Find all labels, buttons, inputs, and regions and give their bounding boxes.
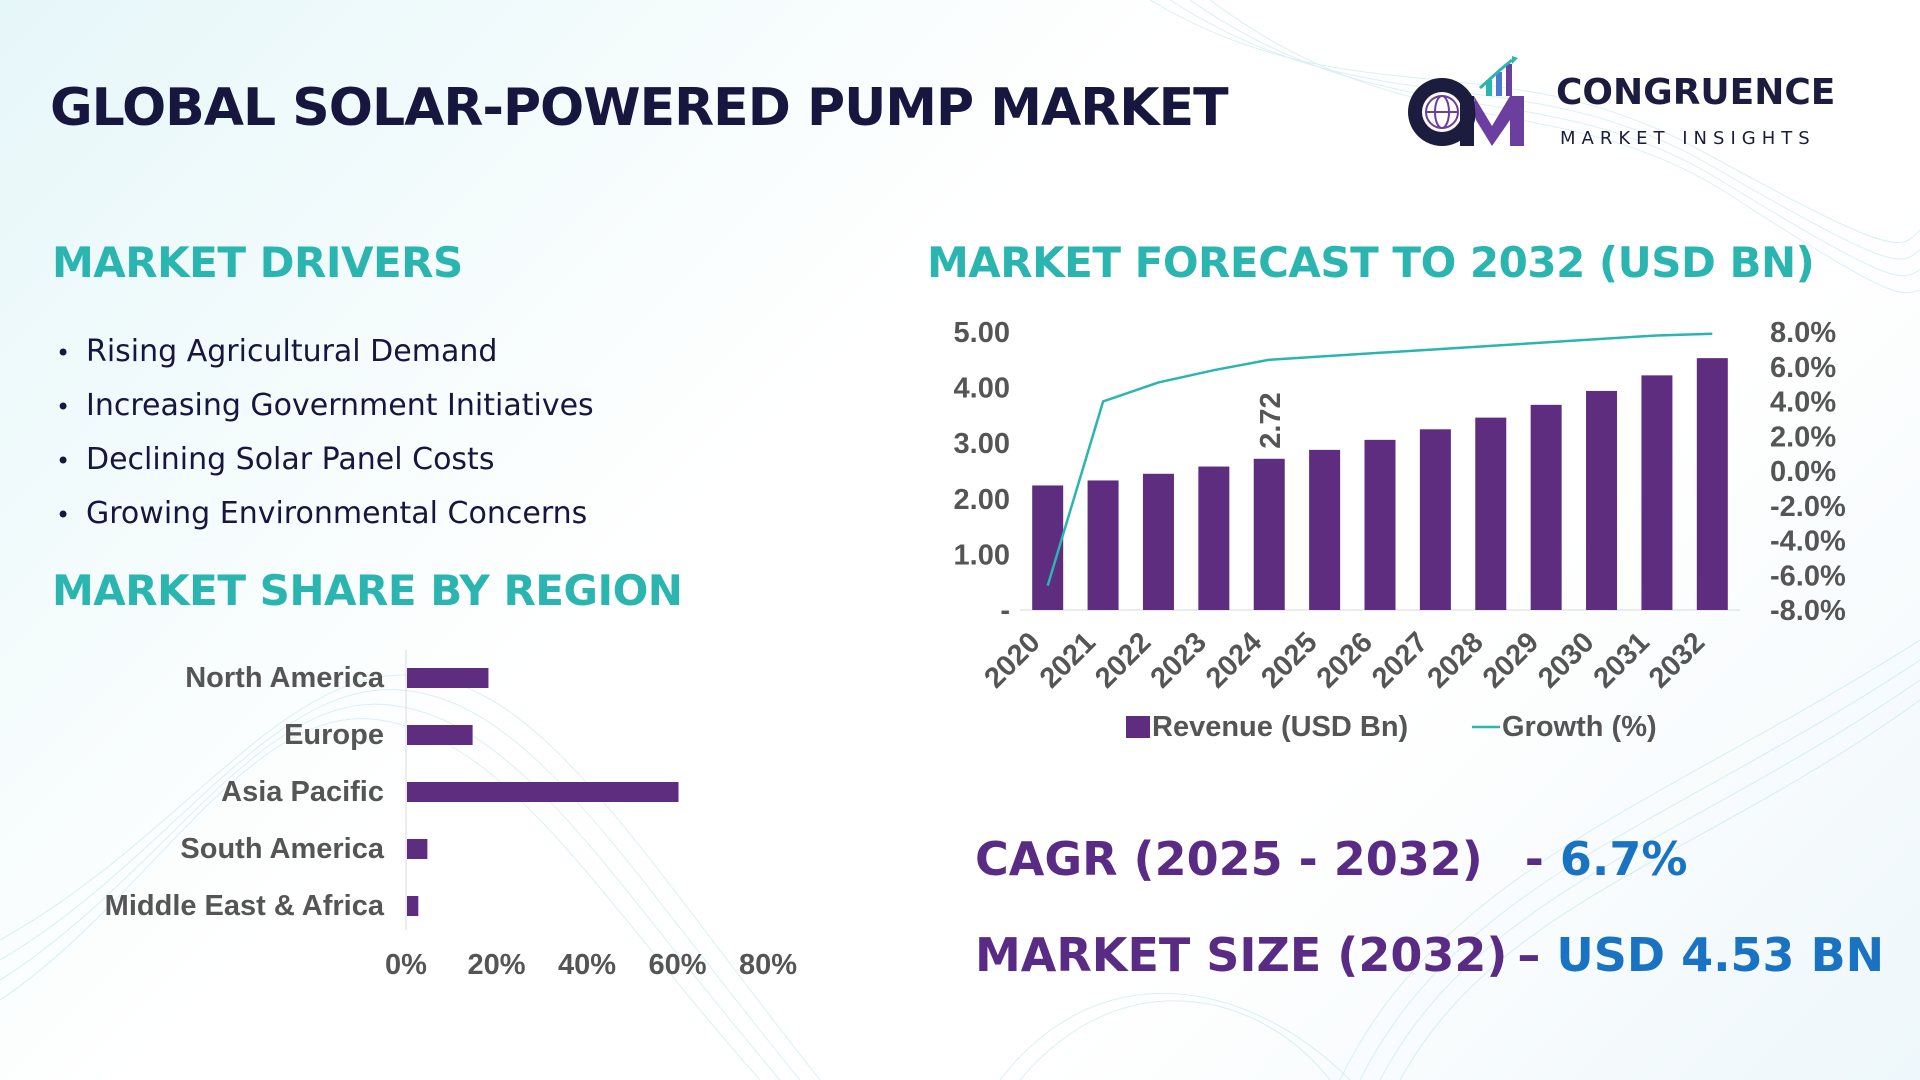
- revenue-bar: [1530, 404, 1562, 610]
- forecast-y-right-tick: 8.0%: [1770, 317, 1836, 349]
- revenue-bar: [1087, 480, 1119, 610]
- region-share-chart: North America Europe Asia Pacific South Ame…: [105, 650, 797, 981]
- growth-line: [1046, 332, 1713, 587]
- revenue-bar: [1586, 390, 1618, 610]
- forecast-y-right-tick: -4.0%: [1770, 526, 1846, 558]
- forecast-x-tick: 2026: [1311, 626, 1379, 694]
- forecast-x-tick: 2023: [1145, 626, 1213, 694]
- legend-revenue-label: Revenue (USD Bn): [1152, 711, 1408, 743]
- forecast-x-tick: 2022: [1089, 626, 1157, 694]
- market-size-stat: MARKET SIZE (2032) – USD 4.53 BN: [975, 928, 1884, 982]
- forecast-y-right-tick: -8.0%: [1770, 595, 1846, 627]
- region-label: Europe: [284, 719, 384, 751]
- forecast-x-tick: 2027: [1366, 626, 1434, 694]
- driver-text: Declining Solar Panel Costs: [86, 442, 495, 477]
- revenue-bar: [1696, 358, 1728, 610]
- driver-item: • Rising Agricultural Demand: [56, 332, 594, 386]
- legend-revenue-swatch: [1126, 716, 1150, 738]
- market-drivers-heading: MARKET DRIVERS: [52, 238, 463, 287]
- forecast-y-right-tick: 0.0%: [1770, 456, 1836, 488]
- forecast-y-right-tick: -6.0%: [1770, 560, 1846, 592]
- forecast-y-left-tick: -: [1000, 595, 1010, 627]
- forecast-y-right-tick: 2.0%: [1770, 421, 1836, 453]
- market-size-separator: –: [1517, 928, 1557, 982]
- bullet-icon: •: [56, 501, 71, 529]
- revenue-bar: [1309, 449, 1341, 610]
- region-x-tick: 20%: [467, 949, 525, 981]
- region-bar: [407, 725, 473, 745]
- forecast-x-tick: 2031: [1588, 626, 1656, 694]
- region-label: Middle East & Africa: [105, 890, 385, 922]
- logo-subtitle: MARKET INSIGHTS: [1560, 128, 1816, 149]
- driver-text: Increasing Government Initiatives: [86, 388, 594, 423]
- revenue-data-label: 2.72: [1255, 392, 1287, 448]
- bullet-icon: •: [56, 393, 71, 421]
- cagr-label: CAGR (2025 - 2032): [975, 832, 1483, 886]
- forecast-x-tick: 2021: [1034, 626, 1102, 694]
- revenue-bar: [1198, 466, 1230, 610]
- region-x-tick: 0%: [385, 949, 427, 981]
- revenue-bar: [1475, 417, 1507, 610]
- region-bar: [407, 839, 428, 859]
- forecast-y-left-tick: 5.00: [954, 317, 1010, 349]
- forecast-y-right-tick: -2.0%: [1770, 491, 1846, 523]
- revenue-bar: [1641, 375, 1673, 610]
- region-bar: [407, 782, 679, 802]
- forecast-chart: - 1.00 2.00 3.00 4.00 5.00 -8.0%-6.0%-4.0%-2.0…: [954, 317, 1846, 743]
- region-x-tick: 80%: [739, 949, 797, 981]
- region-label: Asia Pacific: [221, 776, 384, 808]
- logo: CONGRUENCE MARKET INSIGHTS: [1400, 54, 1870, 158]
- revenue-bar: [1364, 439, 1396, 610]
- forecast-y-right-tick: 6.0%: [1770, 352, 1836, 384]
- forecast-y-right-tick: 4.0%: [1770, 387, 1836, 419]
- cagr-value: 6.7%: [1559, 832, 1688, 886]
- driver-item: • Increasing Government Initiatives: [56, 386, 594, 440]
- page-title: GLOBAL SOLAR-POWERED PUMP MARKET: [50, 78, 1229, 138]
- forecast-x-tick: 2028: [1421, 626, 1489, 694]
- market-drivers-list: • Rising Agricultural Demand • Increasing …: [56, 332, 594, 548]
- forecast-y-left-tick: 1.00: [954, 539, 1010, 571]
- region-bar: [407, 896, 419, 916]
- forecast-y-left-tick: 4.00: [954, 373, 1010, 405]
- revenue-bar: [1419, 429, 1451, 610]
- driver-item: • Growing Environmental Concerns: [56, 494, 594, 548]
- bullet-icon: •: [56, 339, 71, 367]
- forecast-y-left-tick: 2.00: [954, 484, 1010, 516]
- region-label: North America: [185, 662, 385, 694]
- market-size-value: USD 4.53 BN: [1556, 928, 1885, 982]
- driver-text: Rising Agricultural Demand: [86, 334, 498, 369]
- cagr-separator: -: [1524, 832, 1560, 886]
- forecast-x-tick: 2024: [1200, 626, 1268, 694]
- legend-growth-label: Growth (%): [1502, 711, 1657, 743]
- region-label: South America: [180, 833, 384, 865]
- cm-globe-chart-logo-icon: [1408, 56, 1524, 146]
- forecast-x-tick: 2029: [1477, 626, 1545, 694]
- driver-item: • Declining Solar Panel Costs: [56, 440, 594, 494]
- market-size-label: MARKET SIZE (2032): [975, 928, 1508, 982]
- region-bar: [407, 668, 489, 688]
- logo-name: CONGRUENCE: [1556, 72, 1836, 113]
- forecast-x-tick: 2020: [978, 626, 1046, 694]
- revenue-bar: [1142, 473, 1174, 610]
- region-share-heading: MARKET SHARE BY REGION: [52, 566, 683, 615]
- region-x-tick: 60%: [648, 949, 706, 981]
- revenue-bar: [1253, 458, 1285, 610]
- region-x-tick: 40%: [558, 949, 616, 981]
- forecast-x-tick: 2032: [1643, 626, 1711, 694]
- forecast-x-tick: 2030: [1532, 626, 1600, 694]
- forecast-y-left-tick: 3.00: [954, 428, 1010, 460]
- bullet-icon: •: [56, 447, 71, 475]
- forecast-x-tick: 2025: [1255, 626, 1323, 694]
- cagr-stat: CAGR (2025 - 2032) - 6.7%: [975, 832, 1687, 886]
- forecast-heading: MARKET FORECAST TO 2032 (USD BN): [927, 238, 1815, 287]
- driver-text: Growing Environmental Concerns: [86, 496, 588, 531]
